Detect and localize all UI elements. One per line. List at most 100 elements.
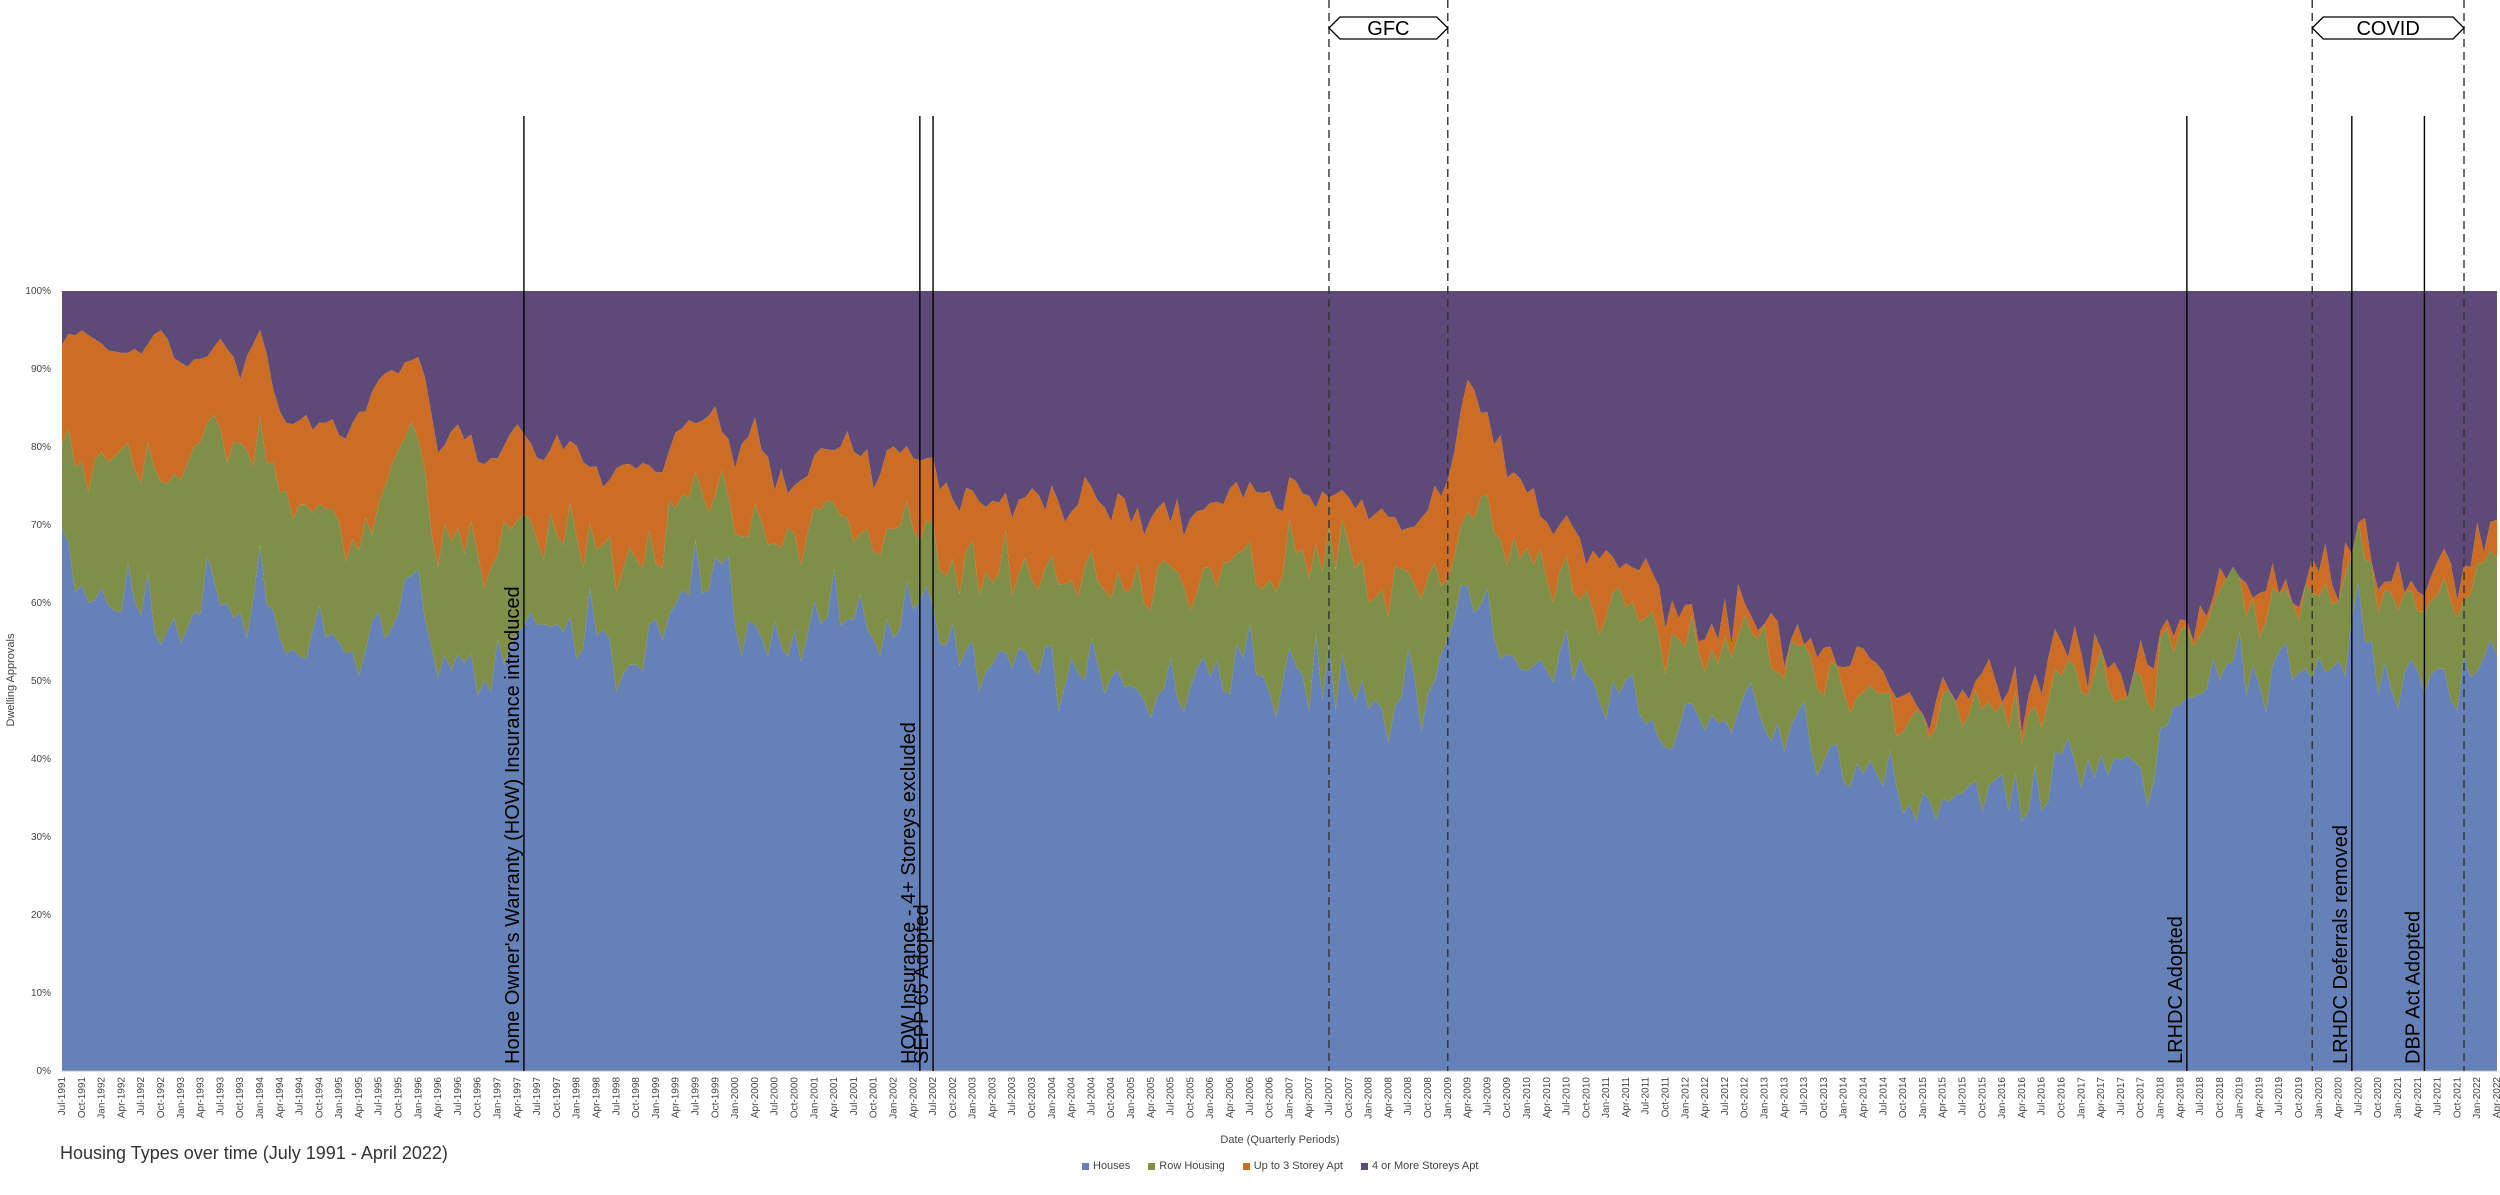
x-axis-title: Date (Quarterly Periods) bbox=[1220, 1134, 1339, 1146]
x-tick-label: Oct-1992 bbox=[156, 1077, 167, 1119]
x-tick-label: Apr-1998 bbox=[592, 1077, 603, 1119]
area-4-or-more-storeys-apt bbox=[62, 291, 2497, 734]
x-tick-label: Oct-2010 bbox=[1581, 1077, 1592, 1119]
x-tick-label: Apr-2022 bbox=[2492, 1077, 2500, 1119]
x-tick-label: Jul-1992 bbox=[136, 1077, 147, 1116]
x-tick-label: Jul-2000 bbox=[770, 1077, 781, 1116]
x-tick-label: Apr-2006 bbox=[1225, 1077, 1236, 1119]
x-tick-label: Jul-2005 bbox=[1166, 1077, 1177, 1116]
x-tick-label: Apr-2016 bbox=[2017, 1077, 2028, 1119]
x-tick-label: Oct-1999 bbox=[710, 1077, 721, 1119]
x-tick-label: Jan-2000 bbox=[730, 1077, 741, 1119]
x-tick-label: Oct-2001 bbox=[869, 1077, 880, 1119]
x-tick-label: Apr-2003 bbox=[987, 1077, 998, 1119]
x-tick-label: Apr-2015 bbox=[1938, 1077, 1949, 1119]
x-tick-label: Apr-2009 bbox=[1463, 1077, 1474, 1119]
event-label: DBP Act Adopted bbox=[2402, 911, 2424, 1064]
chart-caption: Housing Types over time (July 1991 - Apr… bbox=[60, 1143, 448, 1163]
x-tick-label: Jul-2011 bbox=[1641, 1077, 1652, 1115]
x-tick-label: Jan-2022 bbox=[2472, 1077, 2483, 1119]
x-tick-label: Apr-2019 bbox=[2254, 1077, 2265, 1119]
x-tick-label: Apr-2021 bbox=[2413, 1077, 2424, 1119]
x-tick-label: Jul-1995 bbox=[374, 1077, 385, 1116]
x-tick-label: Jan-2013 bbox=[1760, 1077, 1771, 1119]
x-tick-label: Apr-2012 bbox=[1700, 1077, 1711, 1119]
area-row-housing bbox=[62, 414, 2497, 822]
x-tick-label: Jul-2004 bbox=[1086, 1077, 1097, 1116]
x-tick-label: Oct-2011 bbox=[1661, 1077, 1672, 1118]
x-tick-label: Jan-1993 bbox=[176, 1077, 187, 1119]
x-tick-label: Oct-2019 bbox=[2294, 1077, 2305, 1119]
x-tick-label: Oct-1995 bbox=[394, 1077, 405, 1119]
x-tick-label: Oct-2015 bbox=[1977, 1077, 1988, 1119]
x-tick-label: Jan-2006 bbox=[1205, 1077, 1216, 1119]
x-tick-label: Oct-2009 bbox=[1502, 1077, 1513, 1119]
x-tick-label: Oct-2002 bbox=[948, 1077, 959, 1119]
x-tick-label: Oct-2013 bbox=[1819, 1077, 1830, 1119]
event-label: LRHDC Adopted bbox=[2165, 916, 2187, 1064]
y-tick-label: 40% bbox=[31, 754, 51, 765]
x-tick-label: Jan-2018 bbox=[2156, 1077, 2167, 1119]
x-tick-label: Apr-2020 bbox=[2334, 1077, 2345, 1119]
period-label: GFC bbox=[1367, 18, 1409, 40]
x-tick-label: Apr-1994 bbox=[275, 1077, 286, 1119]
x-tick-label: Jan-2002 bbox=[889, 1077, 900, 1119]
x-tick-label: Jul-1994 bbox=[295, 1077, 306, 1116]
x-tick-label: Jan-1995 bbox=[334, 1077, 345, 1119]
y-tick-label: 90% bbox=[31, 364, 51, 375]
y-axis-title: Dwelling Approvals bbox=[5, 633, 17, 726]
x-tick-label: Oct-2014 bbox=[1898, 1077, 1909, 1119]
x-tick-label: Apr-1995 bbox=[354, 1077, 365, 1119]
x-tick-label: Apr-2014 bbox=[1859, 1077, 1870, 1119]
x-tick-label: Jan-2008 bbox=[1364, 1077, 1375, 1119]
x-tick-label: Jul-2001 bbox=[849, 1077, 860, 1116]
x-tick-label: Oct-2007 bbox=[1344, 1077, 1355, 1119]
stacked-area-layer bbox=[62, 291, 2497, 1071]
legend-item: Houses bbox=[1082, 1160, 1130, 1172]
x-tick-label: Jul-2006 bbox=[1245, 1077, 1256, 1116]
x-tick-label: Jul-1991 bbox=[57, 1077, 68, 1116]
x-tick-label: Jan-2001 bbox=[809, 1077, 820, 1119]
x-tick-label: Jan-1994 bbox=[255, 1077, 266, 1119]
x-tick-label: Jan-1997 bbox=[493, 1077, 504, 1119]
x-tick-label: Jul-2015 bbox=[1958, 1077, 1969, 1116]
event-markers: Home Owner's Warranty (HOW) Insurance in… bbox=[502, 0, 2465, 1071]
legend-swatch bbox=[1082, 1162, 1089, 1170]
event-label: SEPP 65 Adopted bbox=[911, 904, 933, 1064]
x-tick-label: Oct-2000 bbox=[790, 1077, 801, 1119]
x-tick-label: Jul-2008 bbox=[1403, 1077, 1414, 1116]
y-tick-label: 30% bbox=[31, 832, 51, 843]
x-tick-label: Jan-1999 bbox=[651, 1077, 662, 1119]
x-axis: Jul-1991 Oct-1991 Jan-1992 Apr-1992 Jul-1992… bbox=[57, 1070, 2500, 1119]
legend-label: Row Housing bbox=[1159, 1160, 1225, 1172]
x-tick-label: Jul-2003 bbox=[1007, 1077, 1018, 1116]
x-tick-label: Apr-2018 bbox=[2175, 1077, 2186, 1119]
event-label: Home Owner's Warranty (HOW) Insurance in… bbox=[502, 586, 524, 1064]
x-tick-label: Apr-2008 bbox=[1383, 1077, 1394, 1119]
x-tick-label: Apr-1999 bbox=[671, 1077, 682, 1119]
y-tick-label: 10% bbox=[31, 988, 51, 999]
y-axis: 0% 10% 20% 30% 40% 50% 60% 70% 80% 90% 100% bbox=[25, 286, 51, 1077]
y-tick-label: 0% bbox=[37, 1066, 52, 1077]
legend-swatch bbox=[1361, 1162, 1368, 1170]
x-tick-label: Oct-2017 bbox=[2136, 1077, 2147, 1119]
x-tick-label: Oct-1991 bbox=[77, 1077, 88, 1119]
x-tick-label: Jul-2019 bbox=[2274, 1077, 2285, 1116]
x-tick-label: Oct-2008 bbox=[1423, 1077, 1434, 1119]
x-tick-label: Jan-2011 bbox=[1601, 1077, 1612, 1118]
x-tick-label: Jan-2016 bbox=[1997, 1077, 2008, 1119]
x-tick-label: Jan-2020 bbox=[2314, 1077, 2325, 1119]
x-tick-label: Oct-2020 bbox=[2373, 1077, 2384, 1119]
x-tick-label: Apr-2017 bbox=[2096, 1077, 2107, 1119]
x-tick-label: Jan-2019 bbox=[2235, 1077, 2246, 1119]
x-tick-label: Jan-2015 bbox=[1918, 1077, 1929, 1119]
x-tick-label: Apr-2001 bbox=[829, 1077, 840, 1119]
x-tick-label: Jul-1996 bbox=[453, 1077, 464, 1116]
x-tick-label: Jul-2014 bbox=[1878, 1077, 1889, 1116]
x-tick-label: Apr-2010 bbox=[1542, 1077, 1553, 1119]
x-tick-label: Oct-2003 bbox=[1027, 1077, 1038, 1119]
legend-swatch bbox=[1148, 1162, 1156, 1170]
x-tick-label: Jul-2021 bbox=[2433, 1077, 2444, 1116]
x-tick-label: Oct-2016 bbox=[2057, 1077, 2068, 1119]
